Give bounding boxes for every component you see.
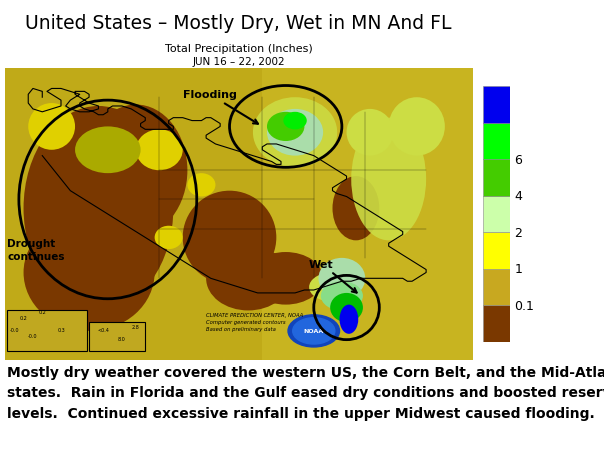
Ellipse shape [136,130,183,171]
Text: 6: 6 [515,153,522,167]
Circle shape [288,315,339,347]
Ellipse shape [330,293,363,322]
Ellipse shape [318,258,365,299]
Text: United States – Mostly Dry, Wet in MN And FL: United States – Mostly Dry, Wet in MN An… [25,14,452,33]
Ellipse shape [283,112,307,130]
Text: 0.1: 0.1 [515,299,534,312]
Ellipse shape [182,191,276,285]
Bar [483,269,510,306]
Text: <0.4: <0.4 [97,327,109,332]
Bar [483,196,510,233]
Bar [483,306,510,342]
Bar [483,160,510,196]
Ellipse shape [339,305,358,334]
FancyBboxPatch shape [89,322,145,352]
Bar [216,69,473,360]
FancyBboxPatch shape [7,311,87,352]
Circle shape [293,318,335,344]
Text: CLIMATE PREDICTION CENTER, NOAA
Computer generated contours
Based on preliminary: CLIMATE PREDICTION CENTER, NOAA Computer… [206,312,303,331]
Ellipse shape [155,226,182,250]
Bar [5,69,262,360]
Ellipse shape [75,127,141,174]
Text: NOAA: NOAA [304,329,324,334]
Text: -0.0: -0.0 [10,327,19,332]
Ellipse shape [389,98,445,156]
Text: 2: 2 [515,226,522,239]
Ellipse shape [28,104,75,151]
Bar [483,87,510,123]
Text: Drought
continues: Drought continues [7,238,65,261]
Text: 8.0: 8.0 [118,336,126,341]
Ellipse shape [267,110,323,156]
Ellipse shape [352,118,426,241]
Ellipse shape [24,107,173,311]
Ellipse shape [332,177,379,241]
Ellipse shape [187,174,216,197]
Text: 0.2: 0.2 [39,310,46,315]
Bar [483,123,510,160]
Ellipse shape [24,215,155,331]
Text: 2.8: 2.8 [132,324,140,329]
Text: Mostly dry weather covered the western US, the Corn Belt, and the Mid-Atlantic
s: Mostly dry weather covered the western U… [7,365,604,420]
Text: Flooding: Flooding [182,90,258,124]
Text: Wet: Wet [309,259,356,293]
Text: JUN 16 – 22, 2002: JUN 16 – 22, 2002 [192,56,285,67]
Text: 0.3: 0.3 [57,327,65,332]
Ellipse shape [206,246,291,311]
Ellipse shape [253,98,337,168]
Text: -0.0: -0.0 [28,333,37,338]
Bar [483,233,510,269]
Text: 4: 4 [515,190,522,203]
Text: Total Precipitation (Inches): Total Precipitation (Inches) [165,44,312,54]
Text: 0.2: 0.2 [20,315,27,320]
Ellipse shape [248,252,323,305]
Ellipse shape [85,105,187,236]
Ellipse shape [267,112,304,142]
Ellipse shape [309,273,356,302]
Ellipse shape [321,282,363,311]
Ellipse shape [347,110,393,156]
Text: 1: 1 [515,263,522,276]
